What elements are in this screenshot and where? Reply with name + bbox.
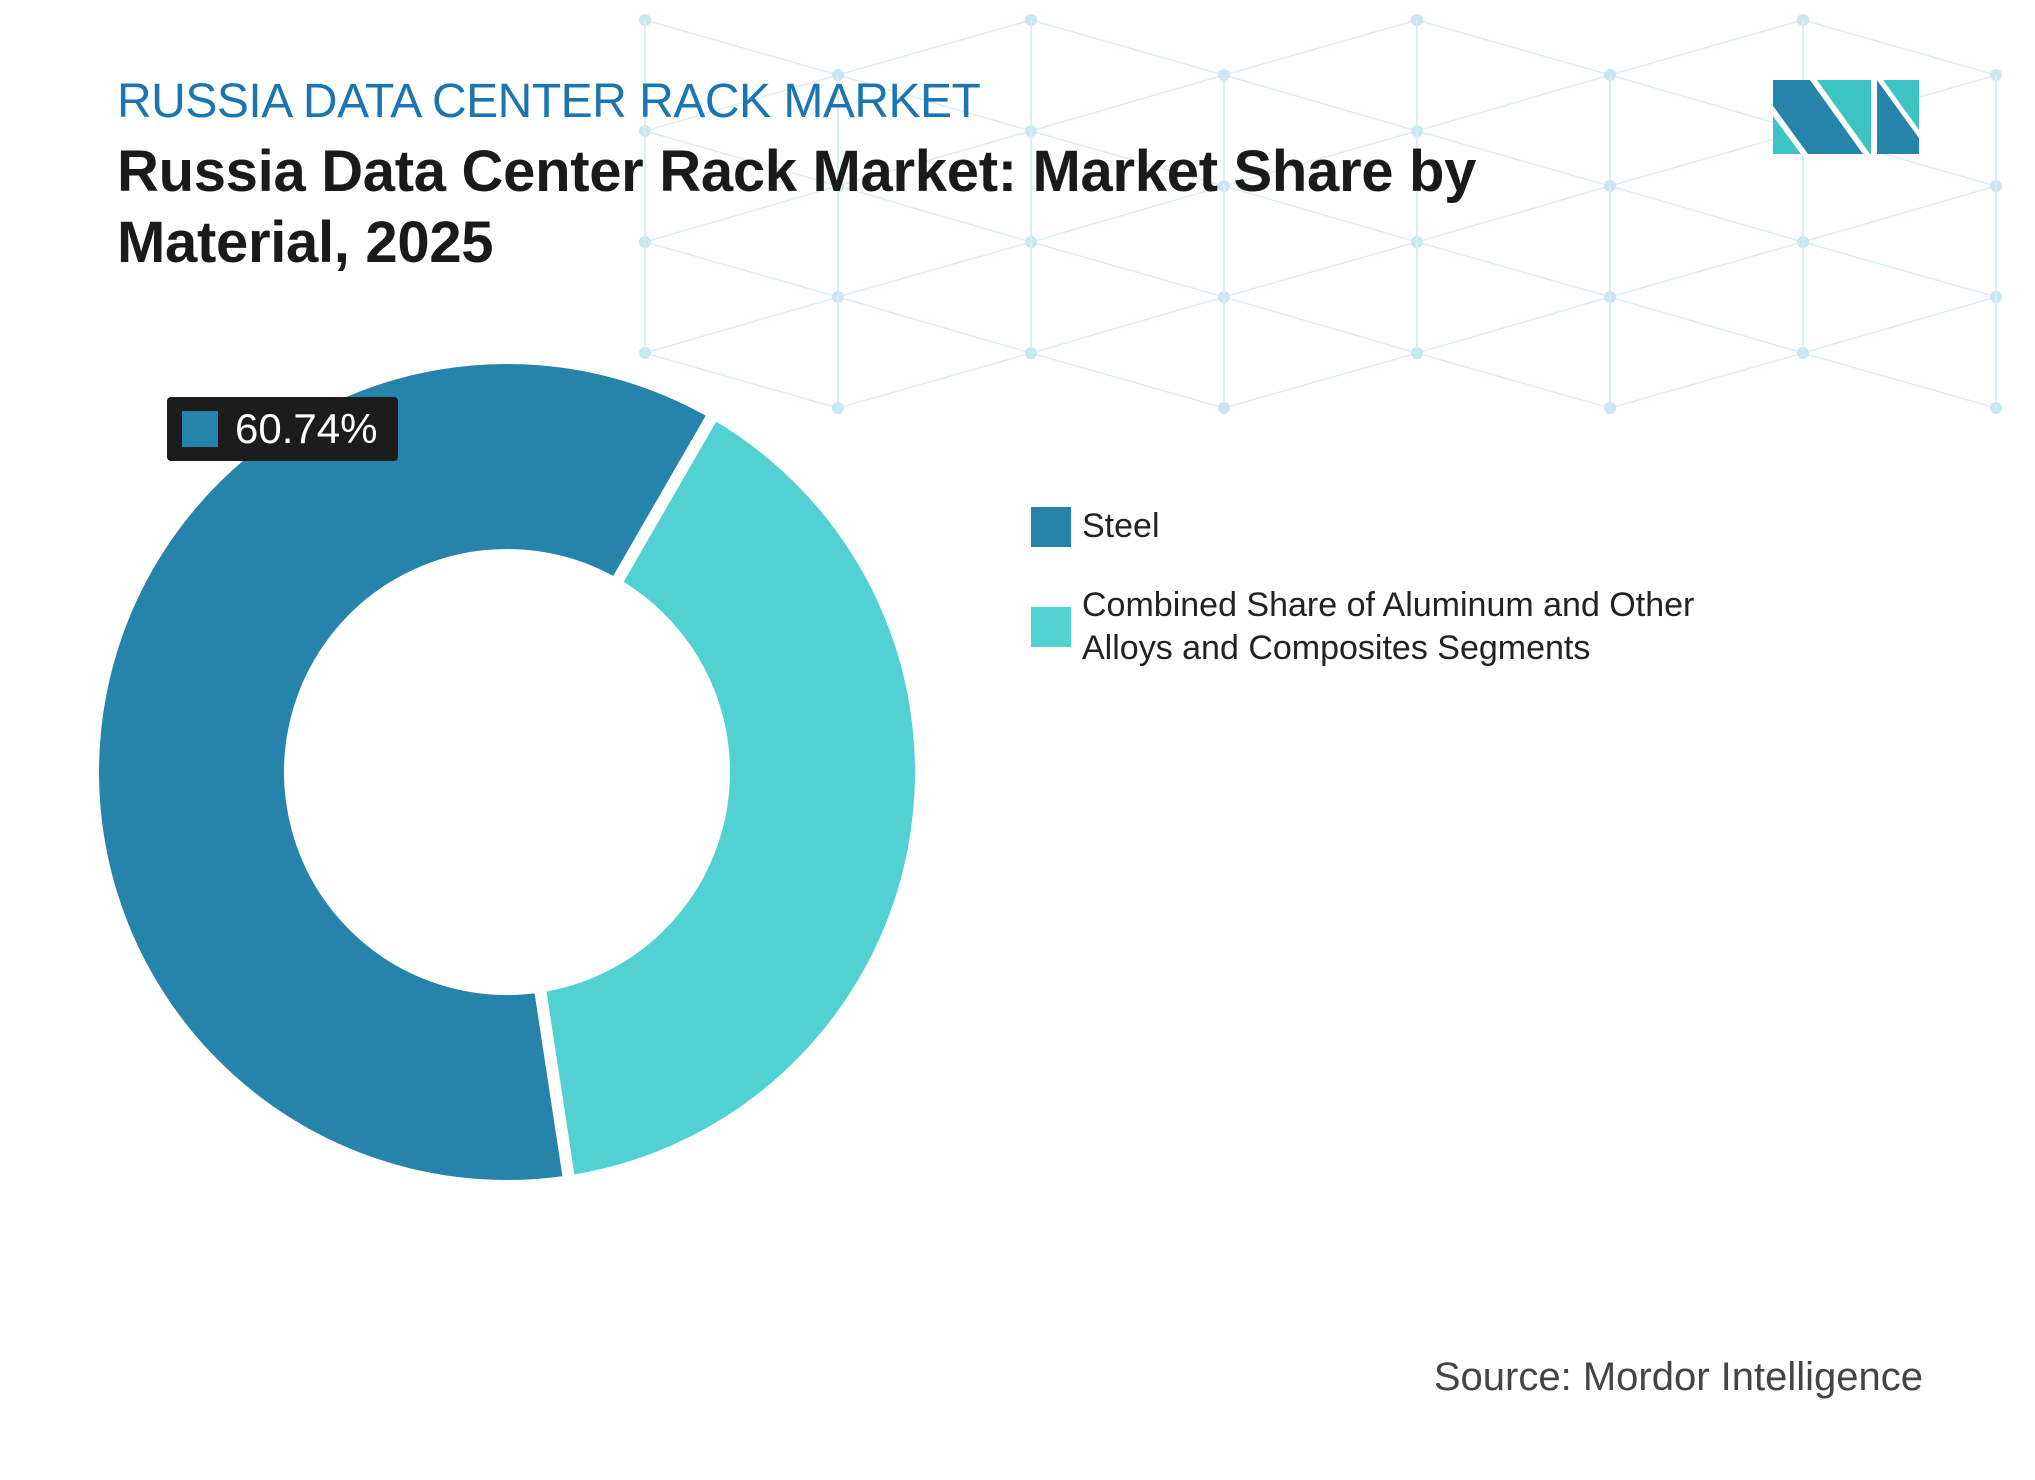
pattern-line <box>1223 352 1418 409</box>
legend-swatch <box>1031 607 1071 647</box>
mordor-intelligence-logo <box>1773 80 1919 154</box>
pattern-line <box>1030 185 1225 243</box>
pattern-line <box>1223 19 1418 76</box>
pattern-line <box>837 130 1032 187</box>
source-note: Source: Mordor Intelligence <box>1433 1355 1923 1399</box>
pattern-line <box>1802 241 1997 298</box>
donut-slice-aluminum-other[interactable] <box>532 405 928 1189</box>
pattern-line <box>644 130 839 187</box>
pattern-dot <box>1025 347 1037 359</box>
pattern-line <box>644 19 839 76</box>
pattern-dot <box>1604 402 1616 414</box>
pattern-line <box>1416 74 1611 132</box>
pattern-line <box>1416 19 1611 76</box>
legend-label: Combined Share of Aluminum and Other All… <box>1082 586 1695 667</box>
chart-title: Russia Data Center Rack Market: Market S… <box>117 139 1477 275</box>
legend-item-aluminum-other[interactable]: Combined Share of Aluminum and Other All… <box>1031 584 1722 670</box>
pattern-line <box>644 185 839 243</box>
pattern-line <box>1609 130 1804 187</box>
pattern-line <box>1223 185 1418 243</box>
pattern-line <box>644 74 839 132</box>
pattern-line <box>1416 352 1611 409</box>
pattern-line <box>1802 19 1997 76</box>
data-label-text: 60.74% <box>235 405 378 452</box>
legend-item-steel[interactable]: Steel <box>1031 505 1722 548</box>
pattern-line <box>1609 241 1804 298</box>
pattern-line <box>837 74 1032 132</box>
donut-slice-steel[interactable] <box>87 352 723 1192</box>
pattern-dot <box>832 402 844 414</box>
pattern-line <box>1223 74 1418 132</box>
pattern-line <box>1609 19 1804 76</box>
pattern-line <box>1802 296 1997 354</box>
pattern-line <box>1030 241 1225 298</box>
pattern-line <box>1030 74 1225 132</box>
pattern-line <box>1609 74 1804 132</box>
pattern-line <box>1802 352 1997 409</box>
pattern-line <box>1223 296 1418 354</box>
pattern-dot <box>1411 347 1423 359</box>
pattern-line <box>1609 296 1804 354</box>
pattern-line <box>837 241 1032 298</box>
legend-swatch <box>1031 506 1071 547</box>
pattern-line <box>1030 19 1225 76</box>
pattern-line <box>837 19 1032 76</box>
pattern-line <box>1030 352 1225 409</box>
pattern-line <box>1223 130 1418 187</box>
pattern-dot <box>1797 347 1809 359</box>
chart-kicker: RUSSIA DATA CENTER RACK MARKET <box>117 75 981 128</box>
pattern-line <box>644 352 839 409</box>
pattern-line <box>837 296 1032 354</box>
background-network-pattern <box>639 14 2002 414</box>
pattern-line <box>1030 296 1225 354</box>
pattern-line <box>644 296 839 354</box>
pattern-line <box>1416 130 1611 187</box>
pattern-dot <box>639 347 651 359</box>
pattern-line <box>1030 130 1225 187</box>
pattern-line <box>837 352 1032 409</box>
pattern-dot <box>1218 402 1230 414</box>
pattern-line <box>644 241 839 298</box>
data-label-swatch <box>182 411 218 447</box>
pattern-line <box>1609 185 1804 243</box>
pattern-line <box>1416 296 1611 354</box>
pattern-line <box>1609 352 1804 409</box>
pattern-line <box>1223 241 1418 298</box>
pattern-dot <box>1990 402 2002 414</box>
pattern-line <box>1416 241 1611 298</box>
pattern-line <box>837 185 1032 243</box>
pattern-line <box>1802 185 1997 243</box>
pattern-line <box>1416 185 1611 243</box>
legend-label: Steel <box>1082 507 1160 545</box>
data-label-steel: 60.74% <box>167 397 398 461</box>
